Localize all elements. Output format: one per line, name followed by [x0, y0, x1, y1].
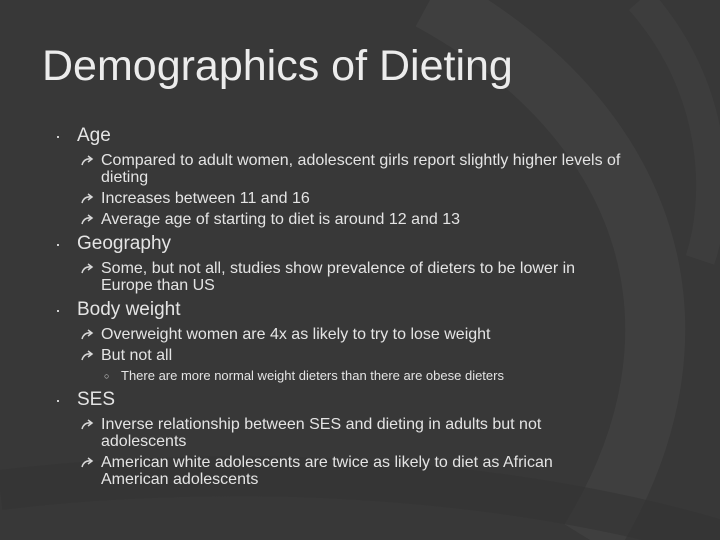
- bullet-icon: [81, 214, 94, 225]
- section-heading: Body weight: [0, 298, 720, 322]
- section-heading: Geography: [0, 232, 720, 256]
- bullet-icon: [81, 457, 94, 468]
- bullet-item: Inverse relationship between SES and die…: [0, 416, 621, 450]
- bullet-item: Overweight women are 4x as likely to try…: [0, 326, 621, 343]
- bullet-item: But not all: [0, 347, 621, 364]
- bullet-item: American white adolescents are twice as …: [0, 454, 621, 488]
- section: Age Compared to adult women, adolescent g…: [0, 124, 720, 228]
- bullet-icon: [81, 193, 94, 204]
- bullet-text: American white adolescents are twice as …: [101, 454, 553, 488]
- bullet-text: Increases between 11 and 16: [101, 190, 310, 207]
- section: SES Inverse relationship between SES and …: [0, 388, 720, 488]
- bullet-item: Some, but not all, studies show prevalen…: [0, 260, 621, 294]
- content: Age Compared to adult women, adolescent g…: [0, 124, 720, 488]
- slide-title: Demographics of Dieting: [42, 42, 513, 90]
- section-heading: SES: [0, 388, 720, 412]
- section: Geography Some, but not all, studies show…: [0, 232, 720, 294]
- bullet-item: Compared to adult women, adolescent girl…: [0, 152, 621, 186]
- bullet-icon: [81, 263, 94, 274]
- bullet-text: Some, but not all, studies show prevalen…: [101, 260, 576, 294]
- bullet-text: Overweight women are 4x as likely to try…: [101, 326, 491, 343]
- section: Body weight Overweight women are 4x as li…: [0, 298, 720, 384]
- sub-bullet: There are more normal weight dieters tha…: [0, 368, 720, 384]
- bullet-icon: [81, 155, 94, 166]
- bullet-icon: [81, 350, 94, 361]
- section-heading: Age: [0, 124, 720, 148]
- bullet-icon: [81, 419, 94, 430]
- bullet-text: Compared to adult women, adolescent girl…: [101, 152, 621, 186]
- bullet-text: But not all: [101, 347, 173, 364]
- bullet-text: Inverse relationship between SES and die…: [101, 416, 542, 450]
- bullet-text: Average age of starting to diet is aroun…: [101, 211, 461, 228]
- bullet-icon: [81, 329, 94, 340]
- bullet-item: Average age of starting to diet is aroun…: [0, 211, 621, 228]
- bullet-item: Increases between 11 and 16: [0, 190, 621, 207]
